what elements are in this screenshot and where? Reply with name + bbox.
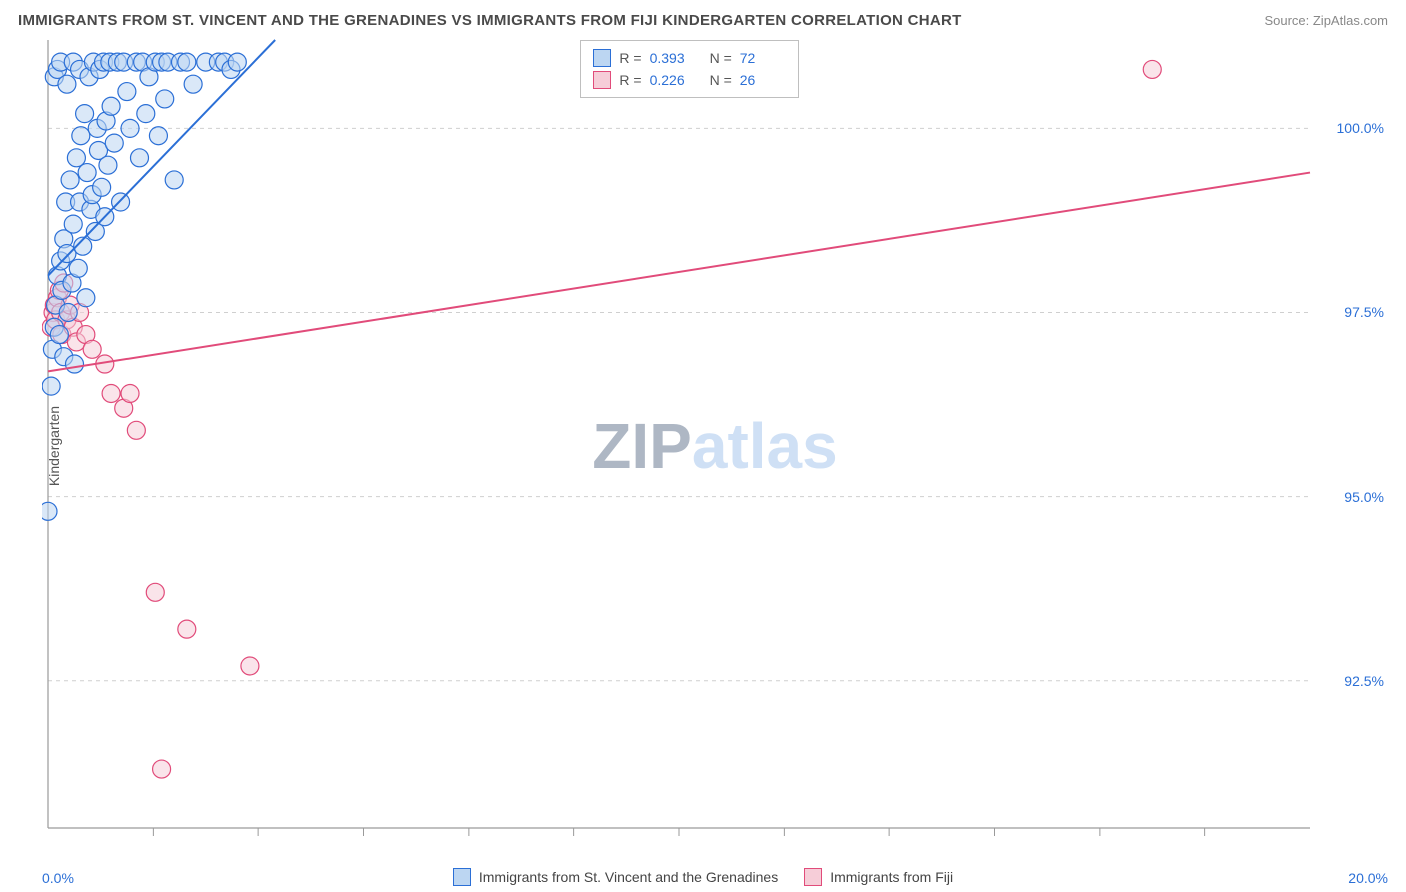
legend-r-value: 0.226	[650, 69, 696, 91]
legend-swatch	[593, 49, 611, 67]
legend-swatch	[593, 71, 611, 89]
stats-legend-row: R = 0.226 N = 26	[593, 69, 785, 91]
legend-n-label: N =	[710, 69, 732, 91]
legend-r-label: R =	[619, 47, 641, 69]
stats-legend: R = 0.393 N = 72 R = 0.226 N = 26	[580, 40, 798, 98]
stats-legend-row: R = 0.393 N = 72	[593, 47, 785, 69]
y-tick-label: 97.5%	[1344, 304, 1384, 320]
scatter-plot	[42, 36, 1388, 856]
legend-n-value: 26	[740, 69, 786, 91]
y-tick-label: 95.0%	[1344, 489, 1384, 505]
legend-r-value: 0.393	[650, 47, 696, 69]
legend-label: Immigrants from St. Vincent and the Gren…	[479, 869, 778, 885]
legend-swatch	[804, 868, 822, 886]
legend-swatch	[453, 868, 471, 886]
series-legend: Immigrants from St. Vincent and the Gren…	[0, 868, 1406, 886]
series-legend-item: Immigrants from St. Vincent and the Gren…	[453, 868, 778, 886]
legend-label: Immigrants from Fiji	[830, 869, 953, 885]
legend-n-label: N =	[710, 47, 732, 69]
header: IMMIGRANTS FROM ST. VINCENT AND THE GREN…	[0, 0, 1406, 36]
source-label: Source: ZipAtlas.com	[1264, 13, 1388, 28]
series-legend-item: Immigrants from Fiji	[804, 868, 953, 886]
y-tick-label: 100.0%	[1337, 120, 1384, 136]
chart-area: Kindergarten ZIPatlas R =0.393N =72R =0.…	[42, 36, 1388, 856]
chart-title: IMMIGRANTS FROM ST. VINCENT AND THE GREN…	[18, 12, 962, 29]
y-tick-label: 92.5%	[1344, 673, 1384, 689]
legend-n-value: 72	[740, 47, 786, 69]
legend-r-label: R =	[619, 69, 641, 91]
